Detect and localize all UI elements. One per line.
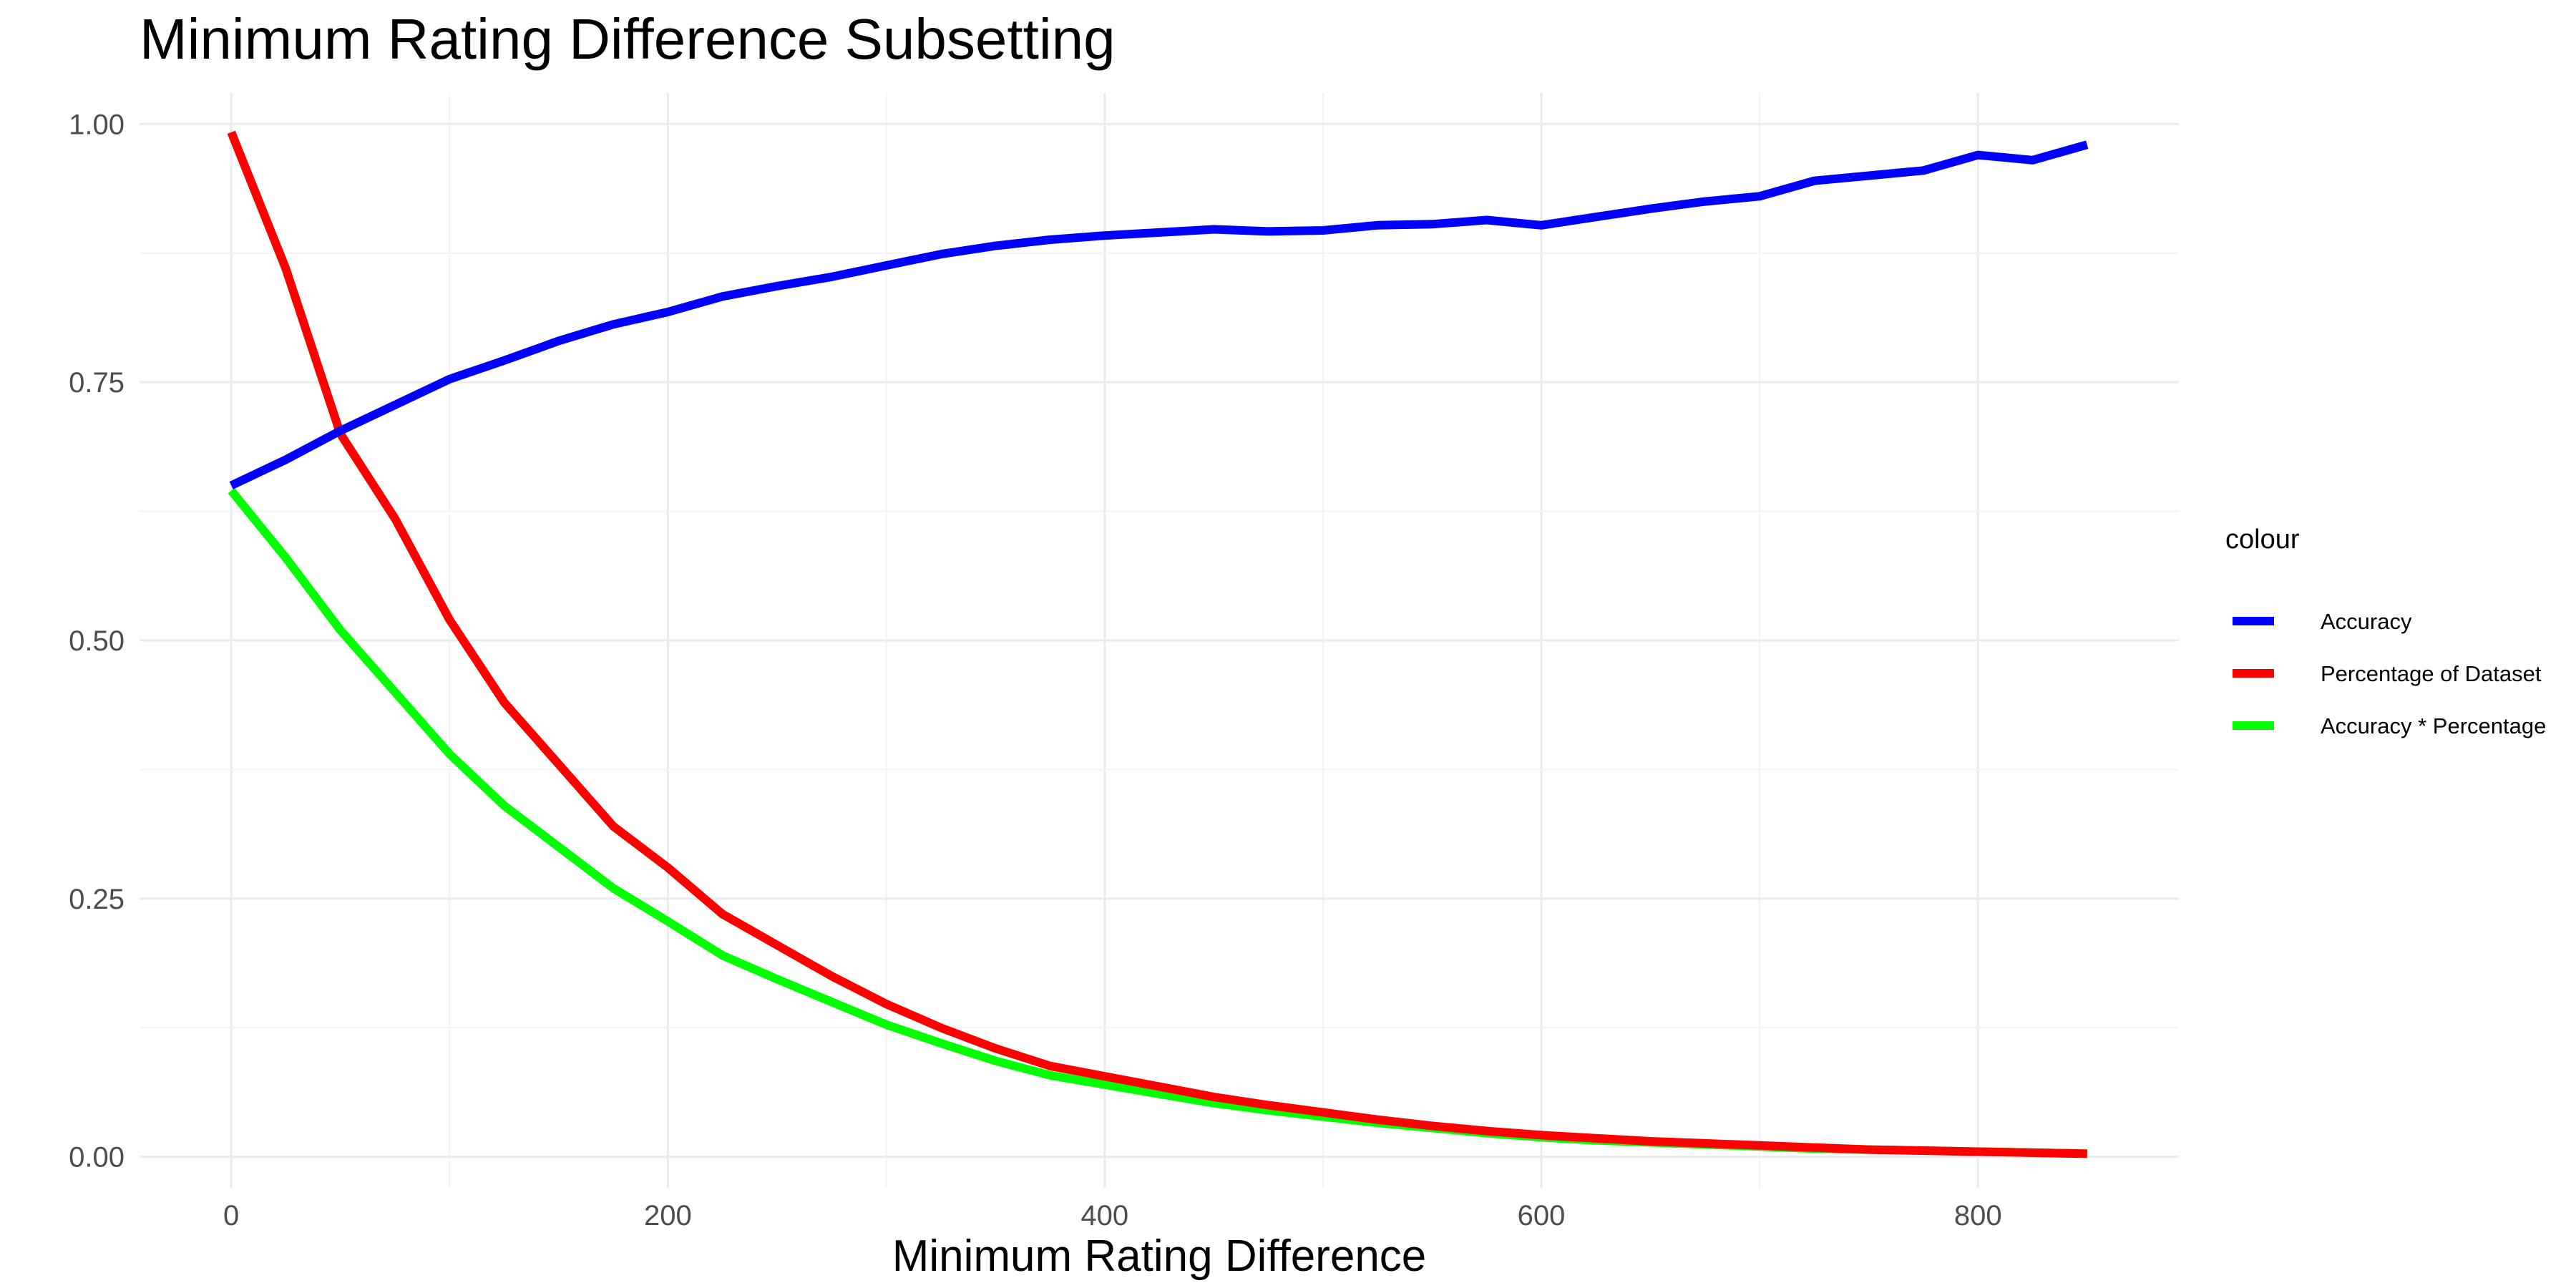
grid [140,93,2179,1188]
legend-title: colour [2225,525,2300,555]
legend-items: Accuracy Percentage of Dataset Accuracy * … [2233,609,2546,738]
legend-label-percentage-of-dataset: Percentage of Dataset [2321,661,2542,686]
y-tick-label: 0.25 [69,884,125,915]
x-tick-label: 600 [1518,1200,1566,1231]
legend-label-accuracy-percentage: Accuracy * Percentage [2321,713,2546,738]
x-tick-label: 200 [644,1200,692,1231]
series-line-accuracy-percentage [228,487,2087,1158]
y-tick-label: 0.00 [69,1142,125,1174]
legend-label-accuracy: Accuracy [2321,609,2412,634]
series-line-percentage-of-dataset [227,130,2087,1158]
series-line-accuracy [229,140,2089,489]
x-axis-label: Minimum Rating Difference [892,1231,1427,1281]
tick-labels: 0 200 400 600 800 0.00 0.25 0.50 0.75 1.00 [69,109,2002,1231]
x-tick-label: 800 [1954,1200,2002,1231]
y-tick-label: 0.50 [69,625,125,657]
series-lines [227,130,2089,1158]
x-tick-label: 0 [223,1200,239,1231]
y-tick-label: 0.75 [69,367,125,399]
y-tick-label: 1.00 [69,109,125,140]
x-tick-label: 400 [1080,1200,1128,1231]
chart-title: Minimum Rating Difference Subsetting [140,7,1116,71]
